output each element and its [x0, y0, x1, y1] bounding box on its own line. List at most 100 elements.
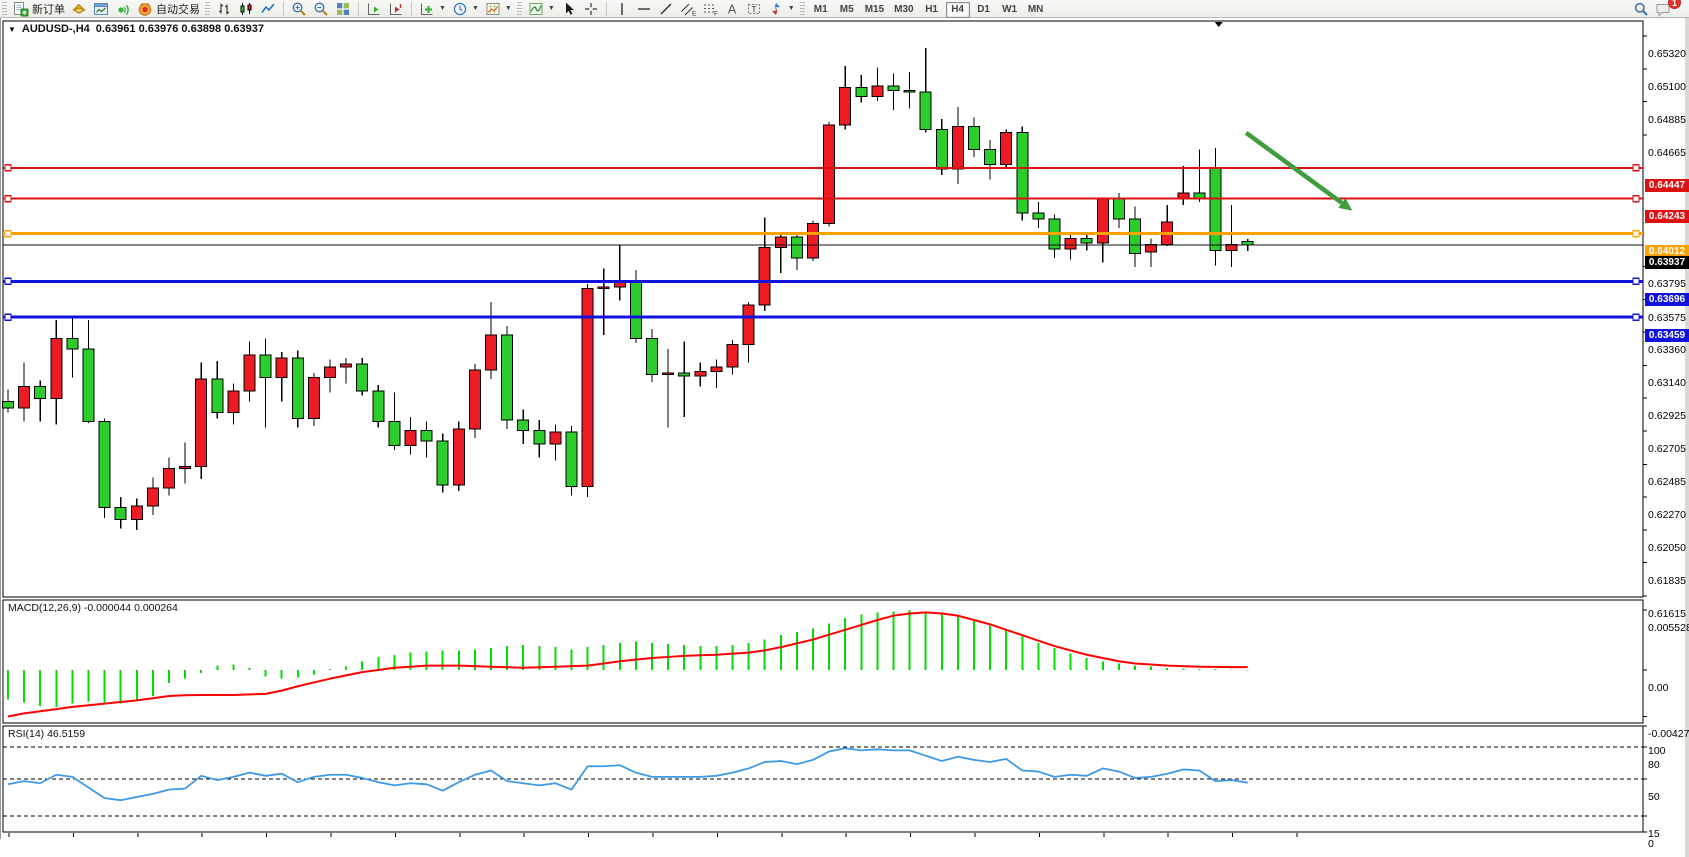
chart-title-caret-icon[interactable]: ▼: [8, 24, 16, 34]
timeframe-mn[interactable]: MN: [1024, 2, 1048, 18]
chart-shift-icon: [388, 1, 404, 17]
candle-bear: [629, 281, 642, 339]
quotes-button[interactable]: [68, 0, 90, 18]
toolbar-grip[interactable]: [799, 1, 805, 16]
dropdown-caret-icon: ▼: [471, 5, 479, 12]
line-handle[interactable]: [4, 229, 12, 238]
zoom-in-button[interactable]: [288, 0, 310, 18]
line-chart-button[interactable]: [257, 0, 279, 18]
line-handle[interactable]: [1632, 277, 1640, 286]
timeframe-d1[interactable]: D1: [972, 2, 996, 18]
signal-icon: [115, 1, 131, 17]
chart-symbol-period: AUDUSD-,H4: [21, 23, 90, 35]
line-handle[interactable]: [4, 195, 12, 203]
trend-arrow-head-icon[interactable]: [1338, 198, 1353, 211]
macd-axis-label: 0.005528: [1648, 621, 1689, 634]
text-button[interactable]: A: [721, 0, 743, 18]
candle-bear: [501, 334, 514, 421]
line-handle[interactable]: [4, 164, 12, 172]
candle-bear: [1032, 212, 1045, 220]
zoom-out-icon: [313, 1, 329, 17]
periods-button[interactable]: ▼: [449, 0, 482, 18]
price-tick-label: 0.63795: [1648, 278, 1686, 291]
fibonacci-button[interactable]: F: [699, 0, 721, 18]
new-chart-button[interactable]: ▼: [416, 0, 449, 18]
timeframe-m5[interactable]: M5: [835, 2, 859, 18]
cursor-button[interactable]: [558, 0, 580, 18]
candle-bull: [324, 366, 336, 379]
timeframe-w1[interactable]: W1: [998, 2, 1022, 18]
candlestick-chart-button[interactable]: [235, 0, 257, 18]
candle-bear: [678, 372, 691, 377]
candle-bear: [356, 363, 369, 392]
trend-arrow-shaft[interactable]: [1244, 130, 1344, 205]
candle-bull: [823, 124, 836, 224]
svg-text:A: A: [728, 2, 737, 16]
candle-bull: [243, 354, 256, 392]
candle-bear: [935, 129, 948, 170]
line-handle[interactable]: [1632, 164, 1640, 172]
templates-button[interactable]: ▼: [482, 0, 515, 18]
candle-bear: [903, 89, 916, 93]
timeframe-h4[interactable]: H4: [945, 1, 970, 18]
candle-bear: [984, 148, 997, 165]
zoom-in-icon: [291, 1, 307, 17]
price-badge-0.63696: 0.63696: [1645, 292, 1689, 306]
current-price-badge: 0.63937: [1645, 256, 1689, 270]
auto-trading-icon: [137, 1, 153, 17]
price-tick-label: 0.64665: [1648, 146, 1686, 159]
timeframe-m30[interactable]: M30: [890, 2, 917, 18]
main-panel-frame: [2, 20, 1644, 598]
candle-bear: [855, 86, 868, 97]
indicators-icon: [528, 1, 544, 17]
candle-bull: [613, 281, 626, 288]
zoom-out-button[interactable]: [310, 0, 332, 18]
arrows-button[interactable]: ▼: [765, 0, 798, 18]
templates-icon: [485, 1, 501, 17]
candle-bull: [50, 337, 63, 400]
toolbar-grip[interactable]: [516, 1, 522, 16]
line-handle[interactable]: [1632, 313, 1640, 321]
macd-axis-label: -0.004279: [1648, 728, 1689, 741]
text-label-button[interactable]: T: [743, 0, 765, 18]
candlestick-chart-icon: [238, 1, 254, 17]
chart-window-button[interactable]: [90, 0, 112, 18]
candle-bear: [291, 357, 304, 419]
chart-shift-marker-icon[interactable]: [1214, 22, 1223, 27]
horizontal-line-button[interactable]: [633, 0, 655, 18]
candle-bull: [18, 386, 31, 409]
auto-scroll-button[interactable]: [363, 0, 385, 18]
notification-badge[interactable]: 1: [1668, 0, 1681, 9]
chart-shift-button[interactable]: [385, 0, 407, 18]
crosshair-button[interactable]: [580, 0, 602, 18]
bar-chart-button[interactable]: [213, 0, 235, 18]
price-badge-0.64243: 0.64243: [1645, 210, 1689, 224]
new-chart-icon: [419, 1, 435, 17]
text-label-icon: T: [746, 1, 762, 17]
price-badge-0.63459: 0.63459: [1645, 328, 1689, 342]
line-handle[interactable]: [1632, 195, 1640, 203]
line-handle[interactable]: [4, 313, 12, 321]
toolbar-grip[interactable]: [205, 1, 210, 16]
timeframe-m1[interactable]: M1: [809, 2, 833, 18]
tile-windows-button[interactable]: [332, 0, 354, 18]
new-order-button[interactable]: 新订单: [10, 0, 68, 18]
indicators-button[interactable]: ▼: [525, 0, 558, 18]
chart-canvas[interactable]: [0, 18, 1689, 857]
search-button[interactable]: [1630, 0, 1652, 18]
candle-bear: [565, 431, 578, 487]
fibonacci-icon: F: [702, 1, 718, 17]
auto-trading-label: 自动交易: [156, 3, 200, 16]
vertical-line-button[interactable]: [611, 0, 633, 18]
line-handle[interactable]: [1632, 229, 1640, 238]
auto-trading-button[interactable]: 自动交易: [134, 0, 203, 18]
signal-button[interactable]: [112, 0, 134, 18]
candle-bull: [710, 366, 723, 373]
toolbar-grip[interactable]: [2, 1, 7, 16]
timeframe-h1[interactable]: H1: [920, 2, 944, 18]
dropdown-caret-icon: ▼: [439, 5, 446, 12]
line-handle[interactable]: [4, 277, 12, 286]
timeframe-m15[interactable]: M15: [861, 2, 888, 18]
equidistant-channel-button[interactable]: E: [677, 0, 699, 18]
trendline-button[interactable]: [655, 0, 677, 18]
